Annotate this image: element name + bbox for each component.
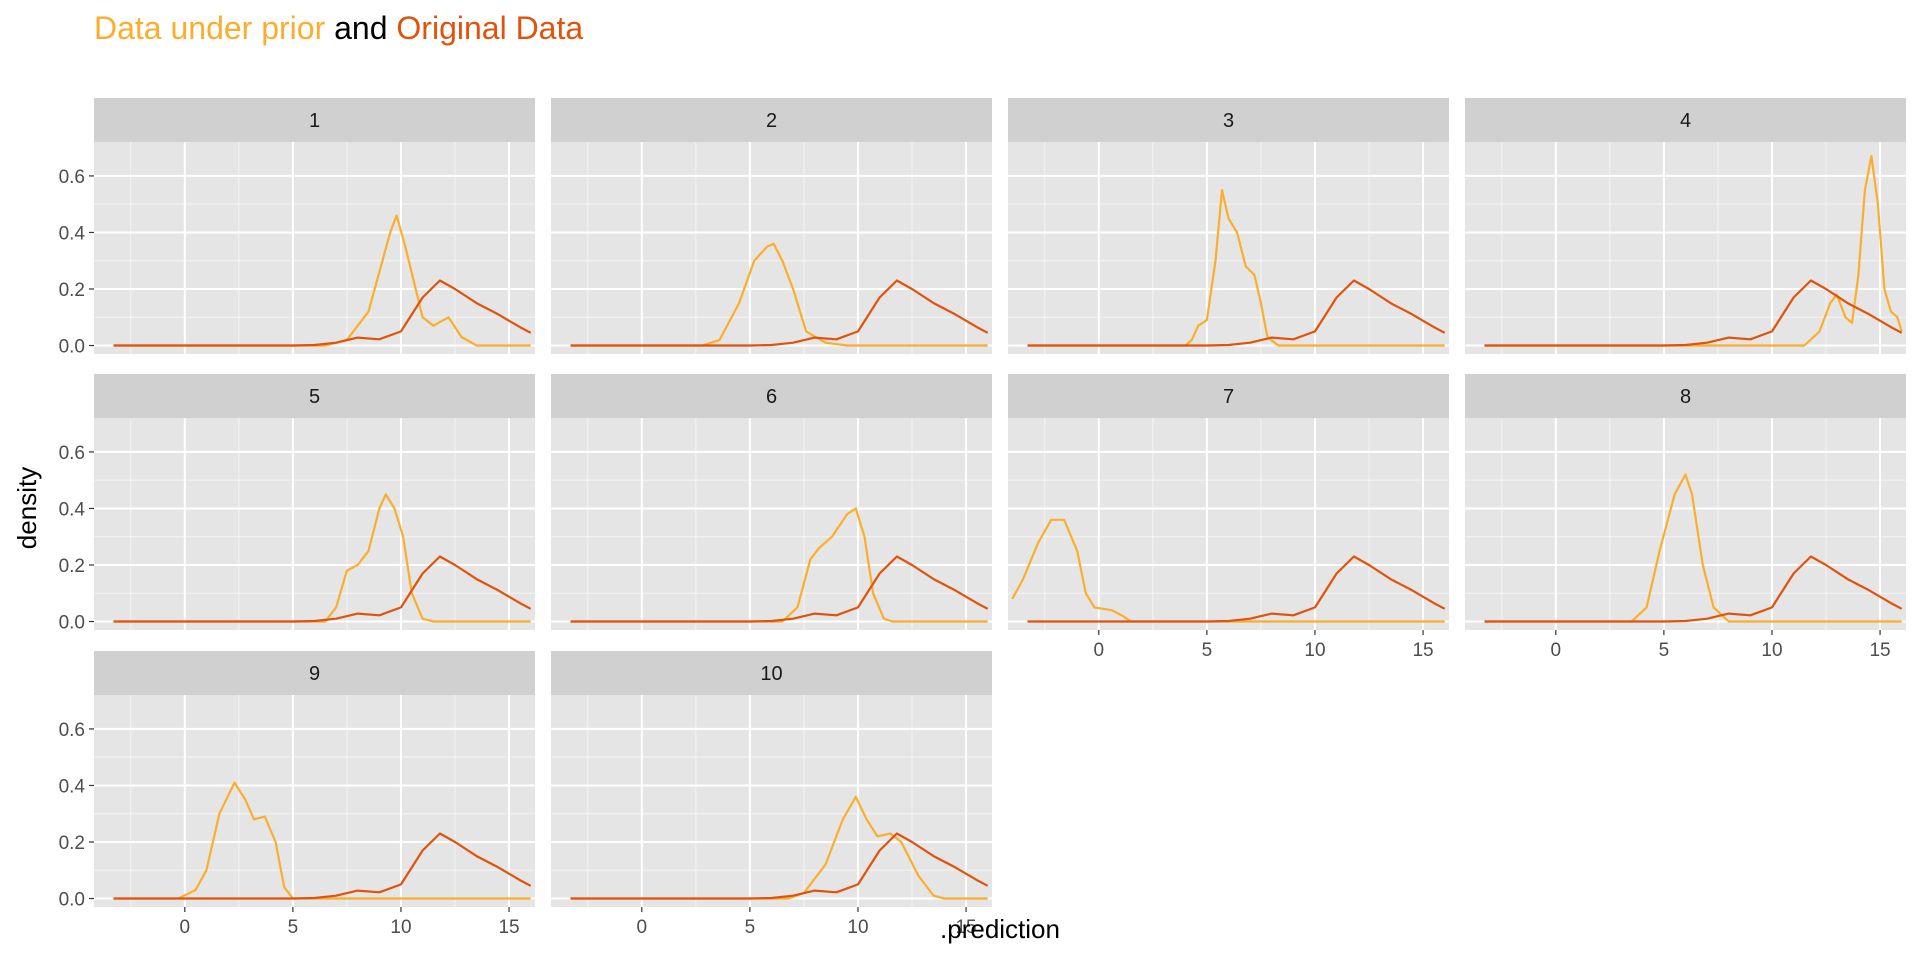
facet-panel-6: 6 — [551, 374, 992, 630]
density-line-original — [113, 279, 532, 347]
y-tick-label: 0.0 — [59, 337, 85, 358]
facet-strip — [551, 651, 992, 695]
title-connector: and — [325, 10, 396, 46]
facet-strip-label: 7 — [1223, 386, 1234, 408]
facet-strip-label: 3 — [1223, 110, 1234, 132]
x-tick-label: 10 — [1304, 640, 1325, 661]
y-tick-label: 0.4 — [59, 499, 86, 520]
facet-panel-4: 4 — [1465, 98, 1906, 354]
y-tick-label: 0.4 — [59, 223, 86, 244]
y-tick-label: 0.2 — [59, 833, 85, 854]
y-tick-label: 0.6 — [59, 720, 85, 741]
facet-panel-5: 5 0.0 0.2 0.4 0.6 — [59, 374, 535, 634]
density-line-prior — [570, 507, 988, 623]
x-tick-label: 0 — [180, 917, 191, 938]
x-tick-label: 10 — [1761, 640, 1782, 661]
density-line-original — [1027, 279, 1446, 347]
density-line-original — [570, 279, 989, 347]
x-tick-label: 10 — [847, 917, 868, 938]
facet-strip-label: 1 — [309, 110, 320, 132]
x-tick-label: 15 — [1869, 640, 1890, 661]
density-line-original — [570, 555, 989, 623]
density-line-original — [113, 832, 532, 900]
y-tick-label: 0.6 — [59, 167, 85, 188]
facet-panel-1: 1 0.0 0.2 0.4 0.6 — [59, 98, 535, 358]
x-tick-label: 5 — [1202, 640, 1213, 661]
panel-background — [551, 418, 992, 630]
panel-background — [94, 142, 535, 354]
facet-panel-2: 2 — [551, 98, 992, 354]
y-axis-title: density — [12, 467, 42, 549]
facet-strip-label: 5 — [309, 386, 320, 408]
panel-background — [94, 695, 535, 907]
density-line-prior — [113, 781, 531, 900]
density-line-prior — [1027, 189, 1445, 347]
x-tick-label: 15 — [498, 917, 519, 938]
y-tick-label: 0.4 — [59, 776, 86, 797]
facet-strip-label: 8 — [1680, 386, 1691, 408]
x-axis-title: .prediction — [940, 914, 1060, 944]
facet-panels: 1 0.0 0.2 0.4 0.6 2 3 4 5 0.0 0.2 0.4 0.6 6 7 0 5 10 15 8 0 5… — [59, 98, 1906, 938]
facet-strip — [1008, 98, 1449, 142]
y-tick-label: 0.6 — [59, 443, 85, 464]
facet-panel-7: 7 0 5 10 15 — [1008, 374, 1449, 661]
facet-strip-label: 4 — [1680, 110, 1691, 132]
x-tick-label: 15 — [1412, 640, 1433, 661]
density-line-prior — [1011, 518, 1445, 623]
density-line-prior — [1484, 473, 1902, 623]
facet-strip — [94, 651, 535, 695]
facet-strip — [551, 98, 992, 142]
y-tick-label: 0.2 — [59, 280, 85, 301]
panel-background — [551, 142, 992, 354]
density-line-prior — [1484, 155, 1903, 347]
density-line-original — [1484, 279, 1903, 347]
facet-strip — [1008, 374, 1449, 418]
y-tick-label: 0.0 — [59, 613, 85, 634]
facet-strip — [551, 374, 992, 418]
x-tick-label: 0 — [1551, 640, 1562, 661]
x-tick-label: 10 — [390, 917, 411, 938]
density-line-original — [1484, 555, 1903, 623]
panel-background — [1465, 418, 1906, 630]
density-line-prior — [570, 795, 988, 900]
facet-strip — [94, 374, 535, 418]
facet-strip-label: 2 — [766, 110, 777, 132]
x-tick-label: 0 — [637, 917, 648, 938]
panel-background — [1465, 142, 1906, 354]
panel-background — [1008, 142, 1449, 354]
facet-strip-label: 10 — [760, 663, 782, 685]
panel-background — [551, 695, 992, 907]
x-tick-label: 15 — [955, 917, 976, 938]
panel-background — [1008, 418, 1449, 630]
panel-background — [94, 418, 535, 630]
density-line-prior — [570, 242, 988, 347]
density-line-original — [1027, 555, 1446, 623]
facet-panel-3: 3 — [1008, 98, 1449, 354]
facet-panel-9: 9 0.0 0.2 0.4 0.6 0 5 10 15 — [59, 651, 535, 938]
x-tick-label: 0 — [1094, 640, 1105, 661]
facet-panel-8: 8 0 5 10 15 — [1465, 374, 1906, 661]
title-prior-label: Data under prior — [94, 10, 326, 46]
facet-strip-label: 6 — [766, 386, 777, 408]
chart-title: Data under prior and Original Data — [94, 10, 583, 46]
title-original-label: Original Data — [396, 10, 583, 46]
density-line-original — [113, 555, 532, 623]
facet-strip — [1465, 374, 1906, 418]
y-tick-label: 0.2 — [59, 556, 85, 577]
facet-strip — [1465, 98, 1906, 142]
facet-strip — [94, 98, 535, 142]
x-tick-label: 5 — [288, 917, 299, 938]
x-tick-label: 5 — [1659, 640, 1670, 661]
density-line-prior — [113, 493, 531, 623]
facet-strip-label: 9 — [309, 663, 320, 685]
density-line-original — [570, 832, 989, 900]
x-tick-label: 5 — [745, 917, 756, 938]
y-tick-label: 0.0 — [59, 890, 85, 911]
facet-panel-10: 10 0 5 10 15 — [551, 651, 992, 938]
